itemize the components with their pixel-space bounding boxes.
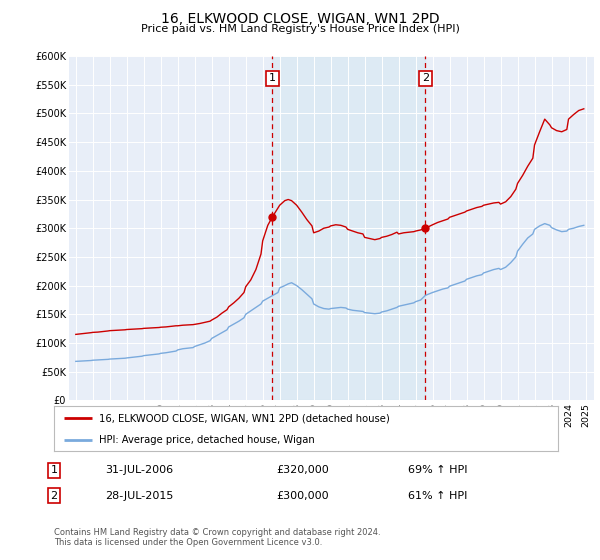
Text: HPI: Average price, detached house, Wigan: HPI: Average price, detached house, Wiga…	[100, 435, 315, 445]
Text: 1: 1	[50, 465, 58, 475]
Text: 69% ↑ HPI: 69% ↑ HPI	[408, 465, 467, 475]
Text: 28-JUL-2015: 28-JUL-2015	[105, 491, 173, 501]
Text: 2: 2	[50, 491, 58, 501]
Text: 16, ELKWOOD CLOSE, WIGAN, WN1 2PD: 16, ELKWOOD CLOSE, WIGAN, WN1 2PD	[161, 12, 439, 26]
Text: £320,000: £320,000	[276, 465, 329, 475]
Text: 1: 1	[269, 73, 276, 83]
Text: 2: 2	[422, 73, 429, 83]
Text: This data is licensed under the Open Government Licence v3.0.: This data is licensed under the Open Gov…	[54, 538, 322, 547]
Text: 16, ELKWOOD CLOSE, WIGAN, WN1 2PD (detached house): 16, ELKWOOD CLOSE, WIGAN, WN1 2PD (detac…	[100, 413, 390, 423]
Text: Contains HM Land Registry data © Crown copyright and database right 2024.: Contains HM Land Registry data © Crown c…	[54, 528, 380, 536]
Text: 31-JUL-2006: 31-JUL-2006	[105, 465, 173, 475]
Bar	[272, 56, 425, 400]
Text: 61% ↑ HPI: 61% ↑ HPI	[408, 491, 467, 501]
Text: Price paid vs. HM Land Registry's House Price Index (HPI): Price paid vs. HM Land Registry's House …	[140, 24, 460, 34]
Text: £300,000: £300,000	[276, 491, 329, 501]
